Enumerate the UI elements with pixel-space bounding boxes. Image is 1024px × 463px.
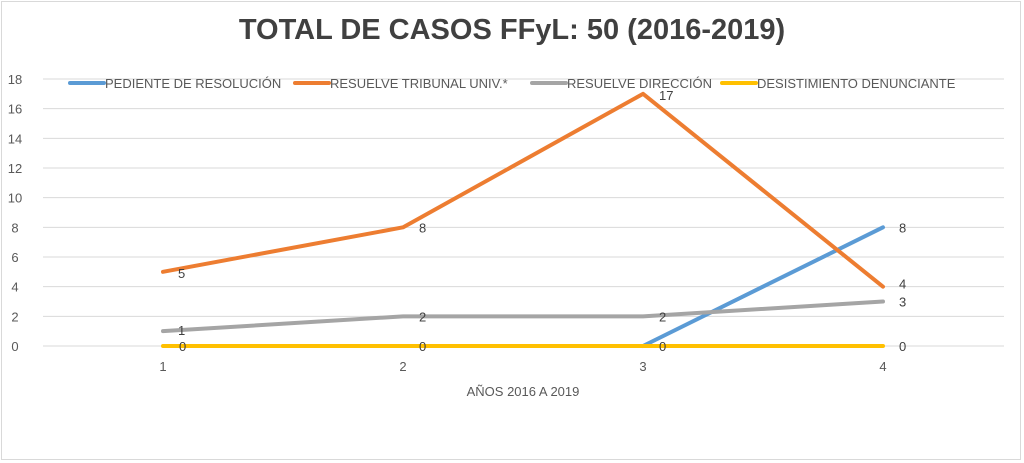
y-tick-label: 0 (11, 339, 18, 354)
x-tick-label: 1 (159, 359, 166, 374)
series-line-2 (161, 91, 885, 289)
chart-title: TOTAL DE CASOS FFyL: 50 (2016-2019) (238, 14, 786, 46)
data-label: 1 (178, 323, 185, 338)
y-tick-label: 8 (11, 220, 18, 235)
data-label: 8 (899, 220, 906, 235)
legend-item-2: RESUELVE TRIBUNAL UNIV.* (330, 76, 508, 91)
y-tick-label: 18 (8, 72, 22, 87)
x-axis-title: AÑOS 2016 A 2019 (467, 384, 580, 399)
y-tick-label: 4 (11, 280, 18, 295)
data-label: 4 (899, 277, 906, 292)
data-label: 17 (659, 88, 673, 103)
y-tick-label: 2 (11, 309, 18, 324)
legend-item-4: DESISTIMIENTO DENUNCIANTE (757, 76, 956, 91)
series-line-1 (641, 225, 885, 348)
y-tick-label: 16 (8, 102, 22, 117)
y-tick-label: 14 (8, 131, 22, 146)
data-label: 0 (179, 339, 186, 354)
y-tick-label: 12 (8, 161, 22, 176)
legend-item-3: RESUELVE DIRECCIÓN (567, 76, 712, 91)
y-tick-label: 10 (8, 191, 22, 206)
data-label: 2 (419, 309, 426, 324)
x-tick-label: 2 (399, 359, 406, 374)
data-label: 5 (178, 266, 185, 281)
x-tick-label: 4 (879, 359, 886, 374)
data-label: 2 (659, 309, 666, 324)
y-tick-label: 6 (11, 250, 18, 265)
data-label: 3 (899, 295, 906, 310)
data-label: 0 (899, 339, 906, 354)
data-label: 0 (659, 339, 666, 354)
x-tick-label: 3 (639, 359, 646, 374)
data-label: 8 (419, 220, 426, 235)
data-label: 0 (419, 339, 426, 354)
legend-item-1: PEDIENTE DE RESOLUCIÓN (105, 76, 281, 91)
series-line-3 (161, 299, 885, 334)
